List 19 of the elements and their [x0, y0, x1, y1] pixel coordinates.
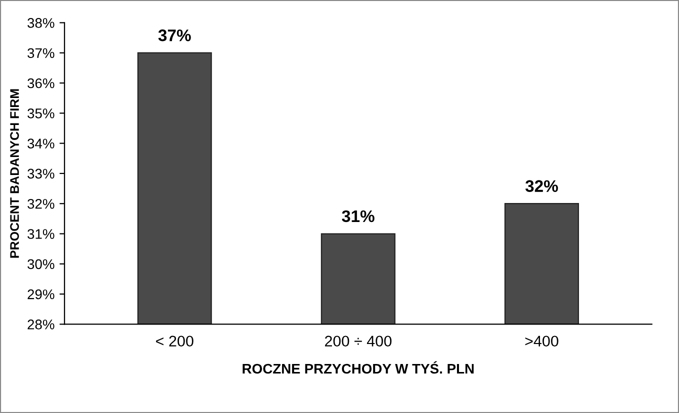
x-tick-label: < 200 [156, 336, 194, 347]
data-label: 37% [158, 29, 191, 42]
y-tick-label: 30% [28, 259, 54, 270]
y-tick-label: 36% [28, 78, 54, 88]
data-label: 31% [342, 210, 374, 222]
y-tick-label: 35% [28, 108, 54, 118]
data-label: 32% [525, 180, 558, 192]
y-tick-label: 31% [28, 229, 54, 239]
y-tick-label: 28% [28, 320, 54, 330]
y-tick-label: 37% [28, 48, 54, 58]
y-tick-label: 33% [28, 168, 54, 179]
x-axis-title: ROCZNE PRZYCHODY W TYŚ. PLN [242, 361, 474, 374]
y-axis-title: PROCENT BADANYCH FIRM [10, 89, 19, 258]
y-tick-label: 34% [28, 138, 54, 148]
x-tick-label: 200 ÷ 400 [325, 336, 392, 347]
y-tick-label: 38% [28, 18, 54, 28]
x-tick-label: >400 [525, 336, 558, 347]
y-tick-label: 29% [28, 289, 54, 300]
y-tick-label: 32% [28, 198, 54, 209]
